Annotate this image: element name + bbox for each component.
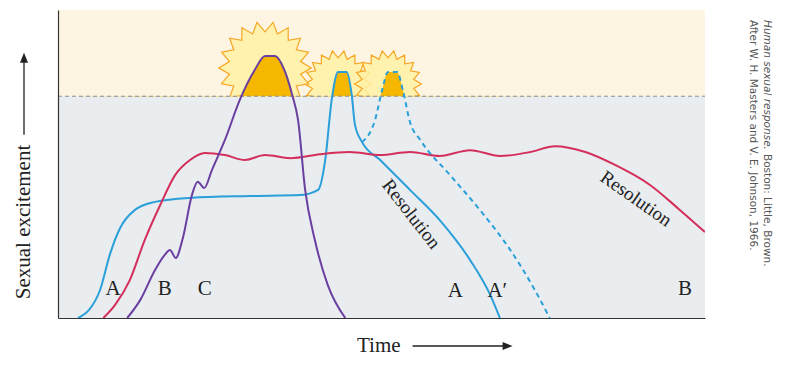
source-publisher: Boston: Little, Brown. bbox=[762, 154, 774, 267]
y-arrow-head bbox=[20, 53, 28, 63]
annotation: Resolution bbox=[597, 166, 677, 231]
x-axis bbox=[59, 318, 706, 319]
background-below bbox=[58, 96, 705, 318]
plot-area bbox=[58, 56, 705, 318]
x-axis-line bbox=[59, 318, 706, 319]
annotation: B bbox=[158, 276, 172, 300]
response-curve bbox=[127, 56, 345, 318]
annotation: A′ bbox=[487, 278, 507, 302]
y-axis-title-group: Sexual excitement bbox=[11, 53, 35, 300]
annotation: A bbox=[105, 276, 121, 300]
annotation: Resolution bbox=[378, 175, 446, 253]
threshold-line bbox=[58, 96, 705, 97]
x-arrow-shaft bbox=[413, 345, 505, 346]
source-line: After W. H. Masters and V. E. Johnson, 1… bbox=[748, 20, 760, 250]
peak-fills bbox=[78, 56, 550, 96]
source-credit: After W. H. Masters and V. E. Johnson, 1… bbox=[748, 20, 774, 266]
response-curve bbox=[103, 146, 705, 318]
annotation: B bbox=[678, 276, 692, 300]
response-curve bbox=[78, 72, 500, 318]
peak-fill bbox=[127, 56, 345, 96]
source-title: Human sexual response. bbox=[762, 20, 774, 150]
source-line: Human sexual response. Boston: Little, Br… bbox=[762, 20, 774, 266]
x-axis-title: Time bbox=[357, 333, 401, 357]
peak-fill bbox=[362, 72, 550, 96]
y-arrow-shaft bbox=[23, 61, 24, 135]
y-axis-title: Sexual excitement bbox=[11, 145, 35, 300]
chart: A B C Resolution A A′ Resolution B Sexual excite… bbox=[0, 0, 789, 383]
y-axis bbox=[58, 11, 59, 319]
x-arrow-head bbox=[503, 342, 513, 350]
y-axis-line bbox=[58, 11, 59, 319]
response-curve bbox=[362, 72, 550, 318]
annotation: A bbox=[448, 278, 464, 302]
annotation: C bbox=[198, 276, 212, 300]
